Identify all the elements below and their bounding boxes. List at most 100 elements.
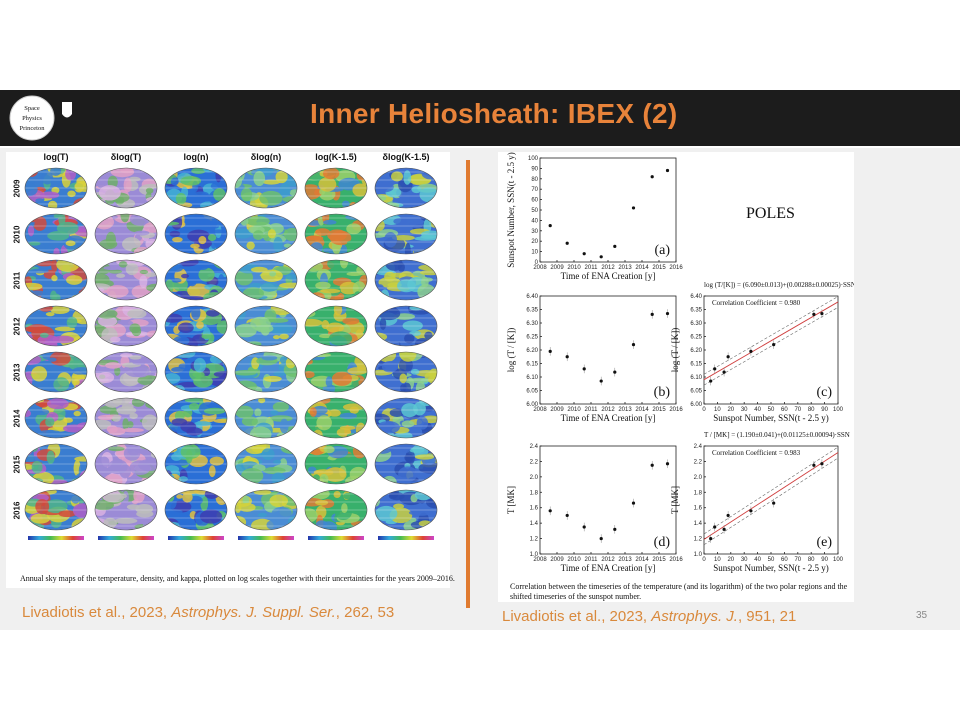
x-tick-label: 2012 [601, 557, 615, 563]
x-tick-label: 2013 [618, 407, 632, 413]
y-tick-label: 6.10 [690, 375, 702, 381]
sky-map [24, 305, 88, 347]
sky-map [24, 167, 88, 209]
chart-panel: 2008 2009 2010 2011 2012 2013 2014 2015 2016 6.00… [506, 294, 683, 423]
fit-line [703, 452, 839, 540]
column-header: δlog(n) [250, 152, 282, 162]
sky-map [304, 305, 368, 347]
left-reference-tail: , 262, 53 [335, 604, 395, 621]
data-point [749, 349, 753, 353]
data-point [650, 175, 654, 179]
x-tick-label: 2016 [669, 265, 683, 271]
x-tick-label: 2013 [618, 557, 632, 563]
right-reference-tail: , 951, 21 [737, 608, 797, 625]
y-tick-label: 0 [535, 260, 539, 266]
x-tick-label: 2014 [635, 265, 649, 271]
confidence-upper [703, 446, 839, 535]
sky-map [24, 259, 88, 301]
x-tick-label: 2013 [618, 265, 632, 271]
x-tick-label: 2010 [567, 557, 581, 563]
logo-line2: Physics [22, 115, 42, 122]
y-tick-label: 6.00 [526, 402, 538, 408]
correlation-charts: 2008 2009 2010 2011 2012 2013 2014 2015 20160102… [506, 152, 856, 573]
data-point [812, 312, 816, 316]
x-tick-label: 2012 [601, 407, 615, 413]
sky-map [164, 213, 228, 255]
data-point [582, 252, 586, 256]
sky-map [164, 305, 228, 347]
data-point [749, 509, 753, 513]
data-point [820, 311, 824, 316]
right-reference-text: Livadiotis et al., 2023, [502, 608, 652, 625]
panel-label: (d) [654, 535, 671, 550]
y-tick-label: 6.10 [526, 375, 538, 381]
chart-panel: 2008 2009 2010 2011 2012 2013 2014 2015 2016 0 10 2… [506, 152, 683, 281]
x-tick-label: 70 [794, 557, 801, 563]
panel-label: (b) [654, 385, 671, 400]
x-axis-label: Time of ENA Creation [y] [561, 271, 656, 281]
sky-map [24, 213, 88, 255]
sky-map [374, 351, 438, 393]
sky-map [304, 213, 368, 255]
x-tick-label: 50 [768, 407, 775, 413]
x-tick-label: 40 [754, 407, 761, 413]
data-point [709, 379, 713, 383]
column-header: δlog(K-1.5) [382, 152, 430, 162]
x-tick-label: 2011 [585, 407, 599, 413]
colorbar [238, 536, 294, 540]
y-tick-label: 6.15 [526, 362, 538, 368]
data-point [722, 370, 726, 374]
fit-equation: log (T/[K]) = (6.090±0.013)+(0.00288±0.0… [704, 281, 854, 289]
correlation-coefficient: Correlation Coefficient = 0.980 [712, 299, 801, 307]
x-tick-label: 80 [808, 407, 815, 413]
y-tick-label: 10 [531, 250, 538, 256]
sky-map [94, 305, 158, 347]
x-tick-label: 80 [808, 557, 815, 563]
x-tick-label: 2015 [652, 265, 666, 271]
column-header: δlog(T) [110, 152, 142, 162]
y-tick-label: 2.0 [530, 475, 539, 481]
y-tick-label: 2.4 [530, 444, 539, 450]
y-tick-label: 80 [531, 177, 538, 183]
y-tick-label: 1.8 [530, 490, 539, 496]
y-tick-label: 40 [531, 218, 538, 224]
sky-map [234, 351, 298, 393]
colorbar [308, 536, 364, 540]
right-reference-journal: Astrophys. J. [651, 608, 738, 625]
data-point [665, 168, 670, 173]
y-tick-label: 6.40 [690, 294, 702, 300]
data-point [613, 527, 617, 531]
sky-map [94, 489, 158, 531]
data-point [713, 367, 717, 371]
chart-panel: 0 10 20 30 40 50 60 70 80 90 100 6.00 6.05 6.10 6.15 6.… [670, 281, 856, 423]
data-point [599, 536, 603, 541]
right-reference[interactable]: Livadiotis et al., 2023, Astrophys. J., … [502, 608, 796, 625]
data-point [599, 255, 603, 259]
x-tick-label: 60 [781, 407, 788, 413]
chart-panel: 2008 2009 2010 2011 2012 2013 2014 2015 2016 1.0 1… [506, 444, 683, 573]
sky-map-grid [24, 167, 438, 540]
data-point [548, 349, 552, 353]
y-tick-label: 6.05 [690, 389, 702, 395]
data-point [772, 501, 776, 505]
sky-map [164, 259, 228, 301]
x-tick-label: 2011 [585, 265, 599, 271]
data-point [713, 525, 717, 529]
y-axis-label: log (T / [K]) [506, 328, 516, 373]
x-tick-label: 90 [821, 407, 828, 413]
sky-map [164, 351, 228, 393]
x-axis-label: Sunspot Number, SSN(t - 2.5 y) [713, 563, 828, 573]
column-header: log(T) [43, 152, 69, 162]
sky-map [234, 213, 298, 255]
data-point [726, 355, 730, 359]
x-tick-label: 2015 [652, 407, 666, 413]
x-tick-label: 2010 [567, 407, 581, 413]
y-tick-label: 6.40 [526, 294, 538, 300]
x-tick-label: 2008 [533, 407, 547, 413]
x-tick-label: 2009 [550, 557, 564, 563]
y-tick-label: 2.0 [694, 475, 703, 481]
left-reference[interactable]: Livadiotis et al., 2023, Astrophys. J. S… [22, 604, 394, 621]
confidence-lower [703, 307, 839, 386]
x-tick-label: 10 [714, 557, 721, 563]
sky-map [304, 351, 368, 393]
